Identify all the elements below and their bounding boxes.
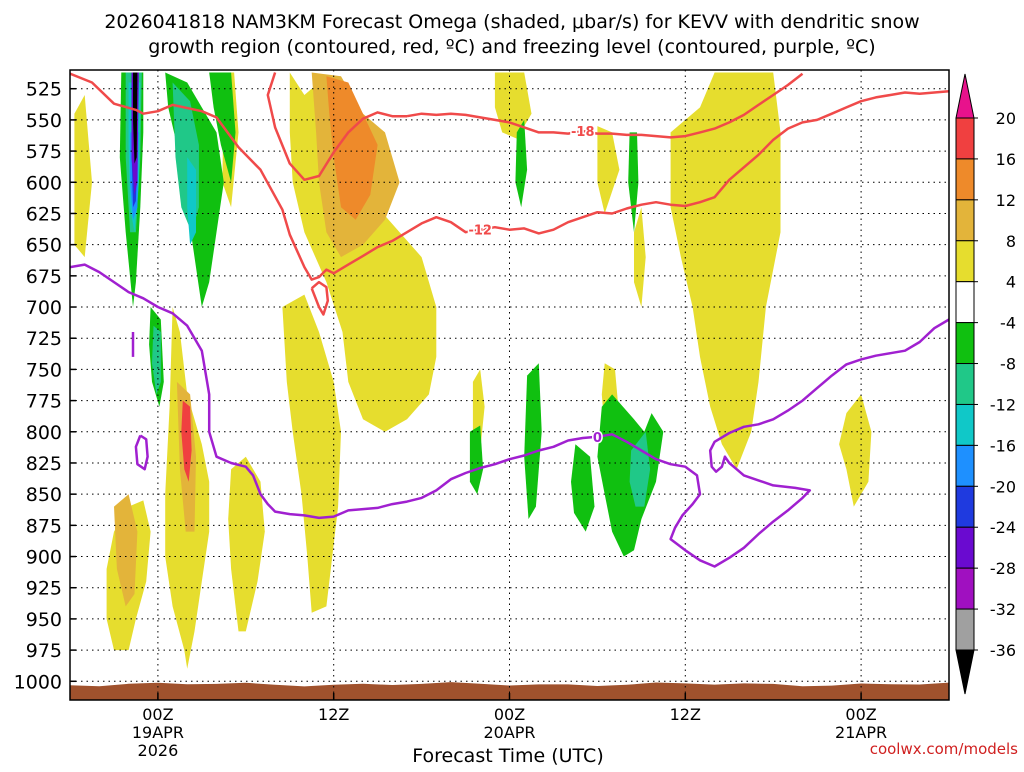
y-tick-label-18: 975: [26, 640, 62, 662]
y-tick-label-12: 825: [26, 453, 62, 475]
colorbar-box-10: [955, 485, 975, 528]
contour-label-0: -12: [468, 224, 492, 239]
contour-lines: -12 -18 0: [70, 72, 949, 568]
y-tick-label-13: 850: [26, 484, 62, 506]
colorbar-label-8: -16: [990, 436, 1016, 455]
y-tick-label-9: 750: [26, 359, 62, 381]
colorbar-box-7: [955, 363, 975, 405]
x-tick-label-1: 12Z: [318, 705, 349, 724]
colorbar-box-13: [955, 608, 975, 651]
omega-region-3: [282, 294, 341, 613]
y-tick-label-19: 1000: [14, 671, 62, 693]
colorbar-box-3: [955, 199, 975, 242]
x-tick-date-4: 21APR: [835, 723, 887, 742]
omega-region-24: [571, 444, 595, 532]
contour-label-4: 0: [593, 431, 602, 446]
y-tick-label-0: 525: [26, 79, 62, 101]
colorbar-bottom-arrow: [955, 649, 975, 695]
x-tick-label-0: 00Z: [142, 705, 173, 724]
colorbar-label-5: -4: [1000, 314, 1016, 333]
omega-region-32: [629, 431, 651, 507]
colorbar-top-arrow: [955, 73, 975, 119]
colorbar-box-12: [955, 567, 975, 610]
omega-region-38: [133, 72, 138, 164]
omega-region-18: [181, 400, 192, 482]
gridlines: [70, 70, 949, 700]
contour-line-4: [70, 263, 949, 568]
omega-region-23: [524, 363, 542, 520]
y-tick-label-17: 950: [26, 609, 62, 631]
y-tick-label-15: 900: [26, 547, 62, 569]
y-tick-label-2: 575: [26, 141, 62, 163]
y-tick-label-7: 700: [26, 297, 62, 319]
colorbar-label-1: 16: [996, 150, 1016, 169]
omega-region-8: [597, 126, 620, 214]
y-tick-label-8: 725: [26, 328, 62, 350]
x-axis-label: Forecast Time (UTC): [412, 745, 603, 767]
contour-line-2: [266, 72, 407, 182]
omega-region-2: [228, 456, 265, 632]
y-tick-label-14: 875: [26, 515, 62, 537]
y-tick-label-3: 600: [26, 172, 62, 194]
omega-region-34: [187, 157, 196, 245]
y-tick-label-16: 925: [26, 578, 62, 600]
x-tick-date-2: 20APR: [483, 723, 535, 742]
x-tick-year-0: 2026: [138, 741, 179, 760]
contour-line-0: [70, 72, 949, 281]
omega-region-27: [469, 425, 484, 495]
shaded-regions: [74, 72, 872, 669]
colorbar-box-8: [955, 403, 975, 446]
colorbar: 20 16 12 8 4 -4 -8 -12 -16 -20 -24 -28 -32 -36: [955, 73, 1016, 695]
omega-region-12: [74, 95, 92, 258]
colorbar-label-0: 20: [996, 109, 1016, 128]
colorbar-label-7: -12: [990, 395, 1016, 414]
y-tick-label-5: 650: [26, 235, 62, 257]
terrain: [70, 680, 949, 700]
y-axis: 525 550 575 600 625 650 675 700 725 750 775 800 825 8…: [14, 79, 76, 693]
omega-region-15: [114, 494, 138, 607]
colorbar-label-13: -36: [990, 641, 1016, 660]
terrain-band: [70, 680, 949, 700]
omega-region-26: [515, 119, 528, 208]
watermark: coolwx.com/models: [870, 740, 1018, 758]
chart-title-line2: growth region (contoured, red, ºC) and f…: [148, 36, 875, 58]
colorbar-box-1: [955, 117, 975, 160]
omega-region-7: [839, 394, 872, 507]
x-tick-label-3: 12Z: [670, 705, 701, 724]
contour-line-5: [134, 434, 149, 471]
omega-region-9: [634, 207, 646, 307]
colorbar-label-9: -20: [990, 477, 1016, 496]
contour-label-3: -18: [571, 125, 595, 140]
colorbar-box-2: [955, 158, 975, 201]
omega-region-17: [326, 76, 378, 220]
colorbar-label-11: -28: [990, 559, 1016, 578]
x-tick-date-0: 19APR: [132, 723, 184, 742]
colorbar-label-10: -24: [990, 518, 1016, 537]
x-tick-label-2: 00Z: [494, 705, 525, 724]
y-tick-label-6: 675: [26, 266, 62, 288]
contour-line-3: [406, 72, 804, 139]
colorbar-label-12: -32: [990, 600, 1016, 619]
colorbar-box-11: [955, 526, 975, 569]
y-tick-label-1: 550: [26, 110, 62, 132]
colorbar-box-5: [955, 281, 975, 324]
colorbar-box-4: [955, 240, 975, 283]
colorbar-label-3: 8: [1006, 232, 1016, 251]
y-tick-label-11: 800: [26, 422, 62, 444]
y-tick-label-4: 625: [26, 203, 62, 225]
colorbar-box-9: [955, 444, 975, 487]
colorbar-label-2: 12: [996, 191, 1016, 210]
chart-title-line1: 2026041818 NAM3KM Forecast Omega (shaded…: [104, 11, 919, 33]
colorbar-box-6: [955, 322, 975, 365]
x-tick-label-4: 00Z: [845, 705, 876, 724]
colorbar-label-4: 4: [1006, 273, 1016, 292]
colorbar-label-6: -8: [1000, 355, 1016, 374]
plot-area: -12 -18 0: [69, 69, 950, 701]
omega-region-31: [152, 325, 161, 395]
y-tick-label-10: 775: [26, 391, 62, 413]
omega-region-6: [670, 72, 781, 470]
contour-line-1: [310, 280, 330, 316]
